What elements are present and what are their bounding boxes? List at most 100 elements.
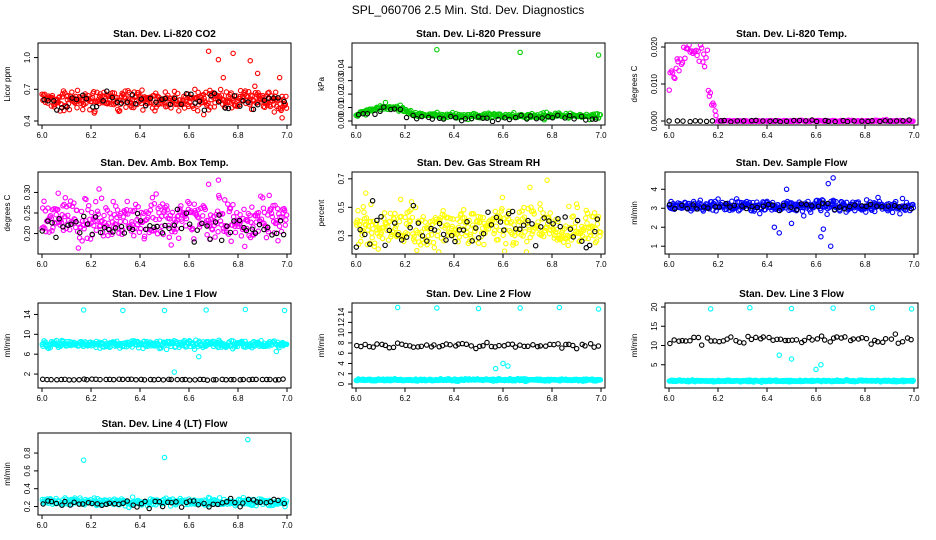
plot-frame — [351, 171, 606, 255]
data-point — [53, 211, 59, 218]
data-point — [249, 204, 255, 210]
data-point — [47, 344, 53, 351]
data-point — [420, 214, 426, 220]
data-point — [174, 206, 181, 213]
data-point — [877, 118, 883, 124]
data-point — [500, 360, 506, 367]
data-point — [276, 223, 283, 230]
data-point — [263, 376, 270, 383]
y-tick-label: 15 — [650, 321, 659, 330]
y-tick-label: 0.7 — [23, 83, 32, 95]
data-point — [67, 502, 74, 508]
data-point — [709, 118, 716, 124]
data-point — [73, 219, 79, 225]
data-point — [101, 212, 107, 219]
data-point — [103, 501, 109, 508]
data-point — [93, 227, 100, 234]
data-point — [232, 229, 239, 236]
data-point — [597, 229, 604, 236]
data-point — [586, 242, 593, 249]
data-point — [217, 218, 224, 224]
data-point — [65, 92, 71, 99]
data-point — [53, 500, 60, 507]
data-point — [161, 207, 168, 213]
data-point — [679, 202, 685, 209]
data-point — [178, 203, 184, 209]
data-point — [248, 106, 255, 113]
plot-frame — [664, 171, 919, 255]
data-point — [92, 108, 98, 115]
data-point — [71, 200, 77, 206]
x-tick-label: 6.6 — [183, 394, 195, 403]
data-point — [769, 202, 776, 208]
data-point — [407, 218, 413, 225]
data-point — [151, 200, 158, 207]
data-point — [395, 231, 401, 238]
data-point — [440, 231, 447, 238]
y-tick-label: 2 — [337, 371, 346, 376]
data-point — [452, 114, 459, 121]
data-point — [821, 337, 828, 343]
data-point — [109, 94, 116, 101]
data-point — [362, 341, 368, 348]
data-point — [241, 206, 247, 213]
data-point — [521, 343, 528, 350]
data-point — [204, 377, 211, 383]
data-point — [248, 219, 254, 226]
data-point — [283, 105, 290, 111]
data-point — [237, 377, 243, 383]
y-tick-label: 0.000 — [650, 110, 659, 131]
data-point — [895, 340, 902, 346]
x-tick-label: 6.4 — [761, 131, 773, 140]
data-point — [448, 113, 454, 120]
data-point — [266, 89, 272, 96]
data-point — [92, 198, 99, 205]
data-point — [718, 118, 724, 124]
data-point — [910, 377, 917, 384]
data-point — [701, 63, 708, 70]
data-point — [94, 208, 101, 215]
data-point — [415, 344, 421, 350]
data-point — [475, 305, 482, 312]
data-point — [747, 305, 753, 311]
y-tick-label: 0.20 — [23, 225, 32, 241]
data-point — [387, 210, 394, 217]
data-point — [526, 224, 532, 230]
data-point — [440, 208, 446, 214]
data-point — [687, 118, 693, 124]
data-point — [836, 204, 843, 210]
data-point — [674, 56, 680, 62]
data-point — [574, 217, 581, 224]
data-point — [39, 205, 46, 211]
x-tick-label: 6.0 — [663, 260, 675, 269]
x-tick-label: 6.8 — [232, 260, 244, 269]
data-point — [690, 202, 696, 208]
data-point — [666, 201, 673, 208]
data-point — [142, 226, 149, 233]
data-point — [684, 205, 691, 212]
data-point — [493, 214, 500, 221]
data-point — [379, 235, 386, 242]
data-point — [501, 248, 508, 253]
data-point — [156, 210, 162, 216]
data-point — [254, 499, 260, 505]
data-point — [216, 195, 223, 201]
data-point — [465, 224, 471, 230]
data-point — [100, 97, 106, 104]
x-tick-label: 6.4 — [448, 260, 460, 269]
data-point — [355, 207, 361, 214]
y-tick-label: 0.020 — [650, 36, 659, 57]
data-point — [832, 206, 838, 213]
data-point — [788, 204, 794, 211]
points-rh — [353, 177, 604, 253]
panel-title: Stan. Dev. Line 2 Flow — [426, 289, 531, 300]
panel-title: Stan. Dev. Line 4 (LT) Flow — [102, 419, 228, 430]
data-point — [523, 249, 530, 253]
x-tick-label: 6.8 — [232, 394, 244, 403]
data-point — [862, 209, 869, 215]
data-point — [776, 230, 782, 236]
x-tick-label: 7.0 — [281, 394, 293, 403]
data-point — [902, 204, 908, 210]
data-point — [517, 305, 523, 311]
data-point — [529, 231, 535, 237]
